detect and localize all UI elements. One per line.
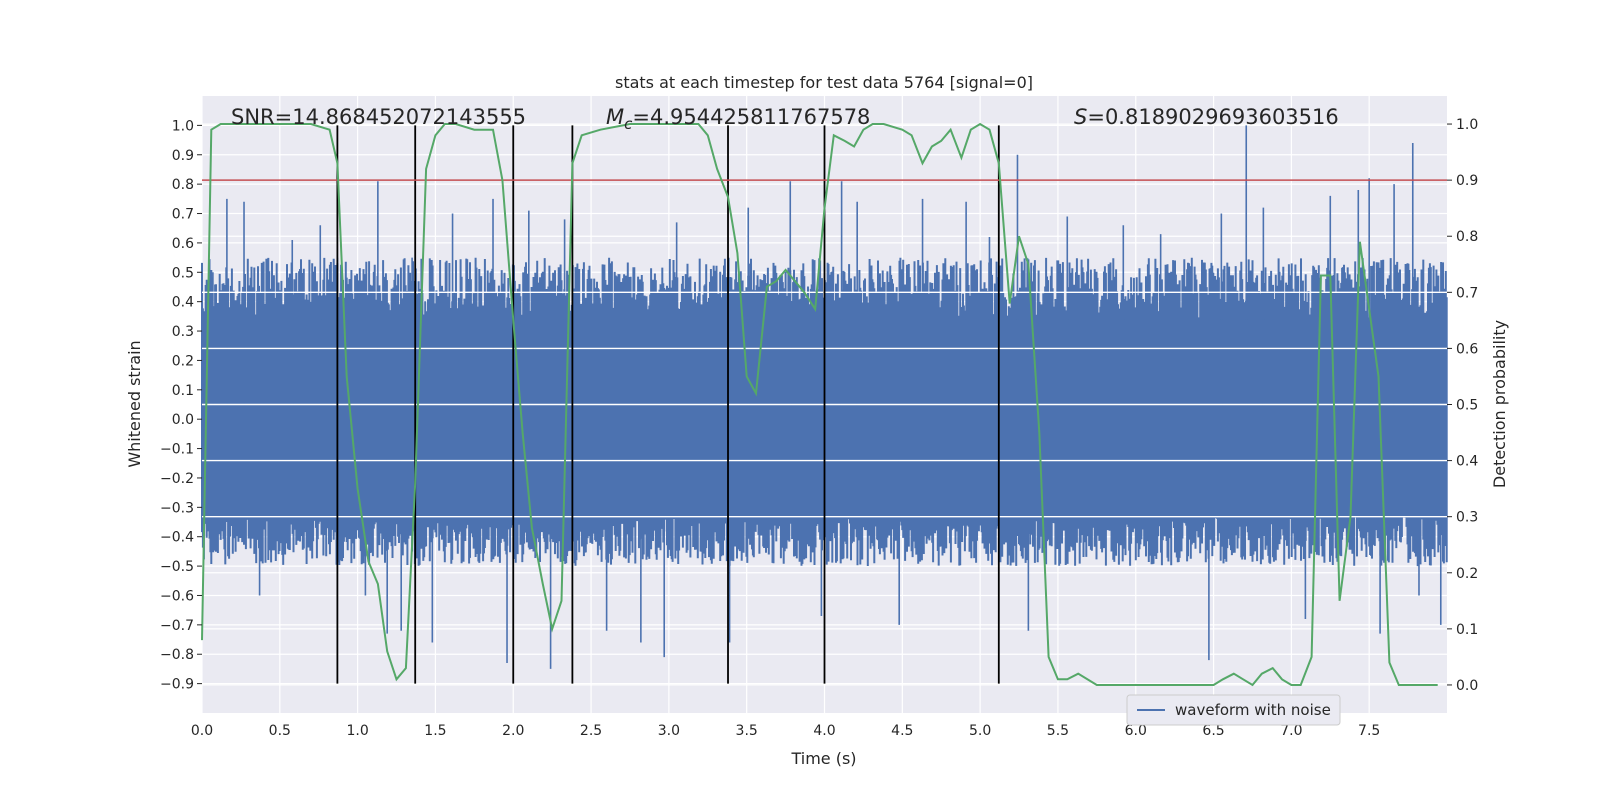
x-tick-label: 3.5 [736,723,758,739]
x-tick-label: 0.5 [269,723,291,739]
y-tick-label: 0.6 [172,236,194,252]
x-tick-label: 1.0 [346,723,368,739]
y-tick-label: 0.2 [172,353,194,369]
y2-tick-label: 0.8 [1456,229,1478,245]
y-tick-label: −0.3 [160,500,194,516]
y-axis-label: Whitened strain [125,340,144,467]
y-tick-label: −0.9 [160,677,194,693]
chirp-mass-annotation: Mc=4.954425811767578 [606,105,870,133]
x-tick-label: 3.0 [658,723,680,739]
x-tick-label: 2.5 [580,723,602,739]
y2-axis-label: Detection probability [1490,320,1509,488]
y2-tick-label: 0.3 [1456,510,1478,526]
y-tick-label: −0.7 [160,618,194,634]
s-annotation: S=0.8189029693603516 [1074,105,1339,129]
x-tick-label: 1.5 [424,723,446,739]
y-tick-label: 0.1 [172,383,194,399]
y-tick-label: 1.0 [172,118,194,134]
x-tick-label: 4.5 [891,723,913,739]
x-tick-label: 0.0 [191,723,213,739]
s-symbol: S [1074,105,1087,129]
detection-probability-line [201,122,1438,687]
x-tick-label: 2.0 [502,723,524,739]
legend-box [1126,694,1341,726]
y-tick-label: −0.5 [160,559,194,575]
y-tick-label: −0.6 [160,588,194,604]
y-tick-label: 0.5 [172,265,194,281]
y2-tick-label: 0.9 [1456,173,1478,189]
legend-label: waveform with noise [1175,701,1331,719]
chirp-mass-subscript: c [624,115,633,133]
y-tick-label: 0.0 [172,412,194,428]
y2-tick-label: 0.0 [1456,678,1478,694]
y2-tick-label: 0.5 [1456,398,1478,414]
y-tick-label: 0.7 [172,207,194,223]
chirp-mass-value: =4.954425811767578 [632,105,870,129]
s-value: =0.8189029693603516 [1087,105,1338,129]
y-tick-label: −0.2 [160,471,194,487]
y2-tick-label: 0.2 [1456,566,1478,582]
y-tick-label: 0.3 [172,324,194,340]
y-axis-ticks: −0.9 −0.8 −0.7 −0.6 −0.5 −0.4 −0.3 −0.2 −0.1 0.0 0… [160,118,202,693]
x-axis-label: Time (s) [790,749,856,768]
x-tick-label: 5.5 [1047,723,1069,739]
y-tick-label: 0.9 [172,148,194,164]
chart-title: stats at each timestep for test data 576… [615,73,1033,92]
y-tick-label: −0.4 [160,530,194,546]
legend: waveform with noise [1126,694,1341,726]
x-tick-label: 4.0 [813,723,835,739]
x-tick-label: 7.0 [1280,723,1302,739]
y2-tick-label: 1.0 [1456,117,1478,133]
y2-tick-label: 0.4 [1456,454,1478,470]
x-tick-label: 6.0 [1125,723,1147,739]
y-tick-label: −0.8 [160,647,194,663]
y-tick-label: 0.8 [172,177,194,193]
y-tick-label: −0.1 [160,442,194,458]
x-tick-label: 5.0 [969,723,991,739]
y2-tick-label: 0.1 [1456,622,1478,638]
y2-axis-ticks: 0.0 0.1 0.2 0.3 0.4 0.5 0.6 0.7 0.8 0.9 1.0 [1447,117,1478,694]
y2-tick-label: 0.7 [1456,285,1478,301]
snr-annotation: SNR=14.868452072143555 [231,105,526,129]
x-tick-label: 7.5 [1358,723,1380,739]
y-tick-label: 0.4 [172,295,194,311]
x-tick-label: 6.5 [1202,723,1224,739]
x-axis-ticks: 0.0 0.5 1.0 1.5 2.0 2.5 3.0 3.5 4.0 4.5 5.0 5.5 6.0 6… [191,723,1380,739]
chirp-mass-symbol: M [606,105,624,129]
y2-tick-label: 0.6 [1456,341,1478,357]
